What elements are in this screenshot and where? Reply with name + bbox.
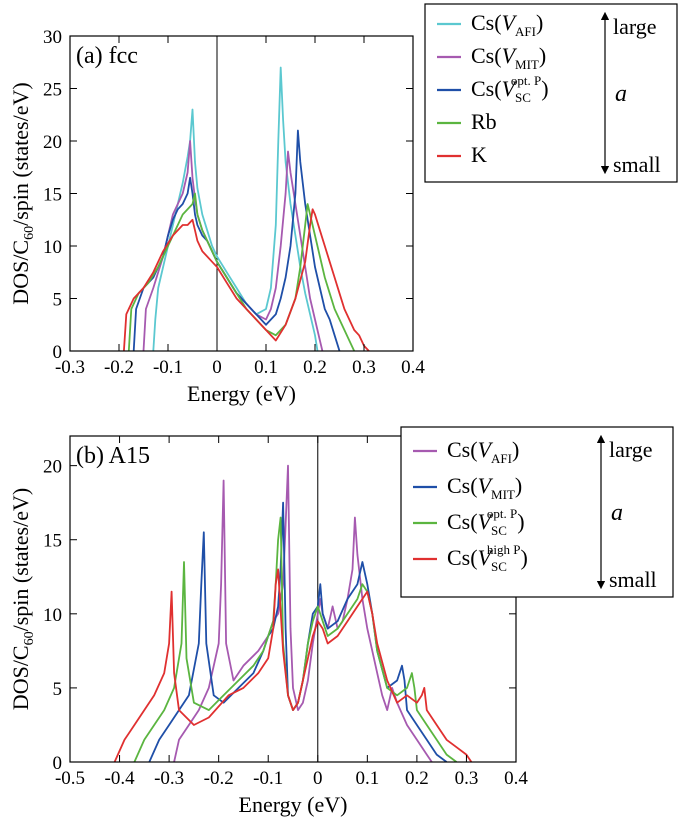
x-tick-label: 0.1	[355, 768, 379, 789]
y-tick-label: 10	[43, 237, 62, 258]
x-tick-label: -0.4	[105, 768, 136, 789]
legend-label-4: K	[471, 142, 487, 167]
chart-panel-a15: -0.5 -0.4 -0.3 -0.2 -0.1 0 0.1 0.2 0.3 0.4 0 5 10 15 2…	[8, 426, 674, 817]
legend-label-0: Cs(VAFI)	[471, 10, 543, 39]
x-tick-label: 0.2	[405, 768, 429, 789]
x-tick-label: 0.4	[504, 768, 528, 789]
plot-frame	[69, 435, 517, 763]
y-tick-label: 30	[43, 27, 62, 48]
y-tick-label: 25	[43, 80, 62, 101]
legend-label-3: Rb	[471, 109, 497, 134]
legend-arrow-var: a	[615, 81, 627, 107]
x-tick-label: 0.3	[352, 357, 376, 378]
y-tick-label: 5	[53, 679, 63, 700]
legend-arrow-var: a	[611, 500, 623, 526]
x-tick-label: 0.4	[401, 357, 425, 378]
y-tick-label: 5	[53, 290, 63, 311]
chart-panel-fcc: -0.3 -0.2 -0.1 0 0.1 0.2 0.3 0.4 0 5 10 15 20 25 30 Ene…	[8, 3, 678, 406]
x-axis-label: Energy (eV)	[187, 381, 296, 406]
x-tick-label: -0.2	[104, 357, 134, 378]
y-tick-label: 15	[43, 185, 62, 206]
x-tick-label: -0.3	[55, 357, 85, 378]
y-axis-label: DOS/C60/spin (states/eV)	[8, 82, 37, 304]
legend-label-1: Cs(VMIT)	[447, 473, 522, 502]
x-tick-label: -0.5	[55, 768, 85, 789]
legend-label-1: Cs(VMIT)	[471, 43, 546, 72]
x-tick-label: -0.2	[204, 768, 234, 789]
x-tick-label: -0.3	[154, 768, 184, 789]
legend-arrow-bottom: small	[613, 152, 661, 177]
series-line-4	[123, 208, 370, 351]
panel-label: (a) fcc	[76, 43, 138, 69]
x-tick-label: -0.1	[153, 357, 183, 378]
x-axis-label: Energy (eV)	[239, 792, 348, 817]
legend-label-2: Cs(VSCopt. P)	[447, 506, 525, 538]
x-tick-label: 0.2	[303, 357, 327, 378]
legend-box	[400, 426, 674, 598]
x-tick-label: 0	[212, 357, 222, 378]
y-tick-label: 15	[43, 531, 62, 552]
y-tick-label: 20	[43, 457, 62, 478]
y-axis-label: DOS/C60/spin (states/eV)	[8, 488, 37, 710]
y-tick-label: 0	[53, 753, 63, 774]
y-tick-label: 20	[43, 132, 62, 153]
x-tick-label: -0.1	[253, 768, 283, 789]
legend-label-2: Cs(VSCopt. P)	[471, 73, 549, 105]
legend-box	[424, 3, 678, 183]
panel-label: (b) A15	[76, 443, 150, 469]
legend-arrow-bottom: small	[609, 567, 657, 592]
legend-label-3: Cs(VSChigh P)	[447, 542, 528, 574]
series-line-0	[173, 464, 433, 762]
y-tick-label: 10	[43, 605, 62, 626]
x-tick-label: 0.1	[254, 357, 278, 378]
legend-arrow-top: large	[613, 14, 657, 39]
legend-arrow-top: large	[609, 437, 653, 462]
legend: Cs(VAFI) Cs(VMIT) Cs(VSCopt. P) Cs(VSChigh …	[400, 426, 674, 598]
series-line-3	[113, 568, 473, 762]
x-tick-label: 0	[313, 768, 323, 789]
x-tick-label: 0.3	[455, 768, 479, 789]
legend-label-0: Cs(VAFI)	[447, 437, 519, 466]
y-tick-label: 0	[53, 342, 63, 363]
